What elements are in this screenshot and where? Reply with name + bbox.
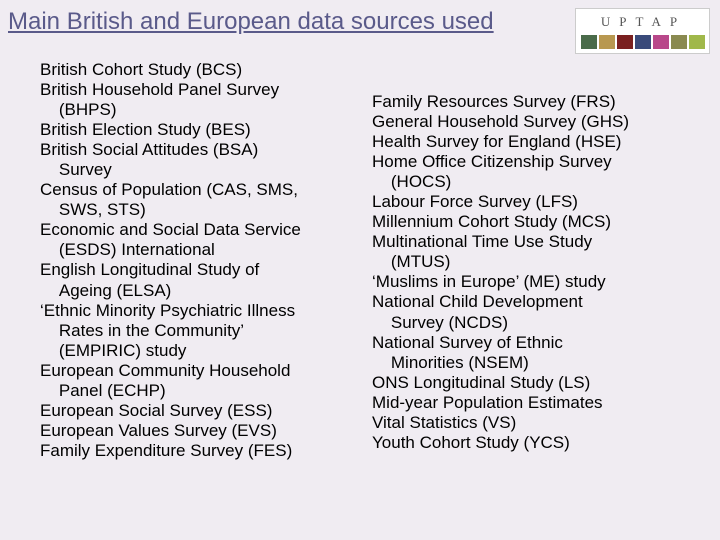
logo-text: UPTAP bbox=[580, 12, 705, 33]
logo-square bbox=[671, 35, 687, 49]
right-column: Family Resources Survey (FRS)General Hou… bbox=[372, 60, 700, 461]
list-item: Economic and Social Data Service bbox=[40, 220, 368, 240]
list-item: Vital Statistics (VS) bbox=[372, 413, 700, 433]
list-item: Panel (ECHP) bbox=[40, 381, 368, 401]
list-item: (EMPIRIC) study bbox=[40, 341, 368, 361]
logo-square bbox=[689, 35, 705, 49]
list-item: Rates in the Community’ bbox=[40, 321, 368, 341]
list-item: General Household Survey (GHS) bbox=[372, 112, 700, 132]
list-item: British Cohort Study (BCS) bbox=[40, 60, 368, 80]
list-item: Family Resources Survey (FRS) bbox=[372, 92, 700, 112]
list-item: Millennium Cohort Study (MCS) bbox=[372, 212, 700, 232]
list-item: ‘Ethnic Minority Psychiatric Illness bbox=[40, 301, 368, 321]
list-item: Survey bbox=[40, 160, 368, 180]
list-item: (ESDS) International bbox=[40, 240, 368, 260]
list-item: (HOCS) bbox=[372, 172, 700, 192]
list-item: Youth Cohort Study (YCS) bbox=[372, 433, 700, 453]
list-item: Multinational Time Use Study bbox=[372, 232, 700, 252]
uptap-logo: UPTAP bbox=[575, 8, 710, 54]
list-item: Labour Force Survey (LFS) bbox=[372, 192, 700, 212]
list-item: British Household Panel Survey bbox=[40, 80, 368, 100]
list-item: British Election Study (BES) bbox=[40, 120, 368, 140]
list-item: Family Expenditure Survey (FES) bbox=[40, 441, 368, 461]
list-item: Mid-year Population Estimates bbox=[372, 393, 700, 413]
logo-square bbox=[617, 35, 633, 49]
list-item: European Social Survey (ESS) bbox=[40, 401, 368, 421]
logo-square bbox=[599, 35, 615, 49]
list-item: Minorities (NSEM) bbox=[372, 353, 700, 373]
page-title: Main British and European data sources u… bbox=[8, 8, 494, 36]
logo-square bbox=[581, 35, 597, 49]
list-item: ONS Longitudinal Study (LS) bbox=[372, 373, 700, 393]
list-item: Ageing (ELSA) bbox=[40, 281, 368, 301]
content-area: British Cohort Study (BCS)British Househ… bbox=[0, 60, 720, 461]
left-column: British Cohort Study (BCS)British Househ… bbox=[40, 60, 372, 461]
list-item: National Child Development bbox=[372, 292, 700, 312]
list-item: Census of Population (CAS, SMS, bbox=[40, 180, 368, 200]
list-item: European Values Survey (EVS) bbox=[40, 421, 368, 441]
list-item: ‘Muslims in Europe’ (ME) study bbox=[372, 272, 700, 292]
list-item: English Longitudinal Study of bbox=[40, 260, 368, 280]
list-item: Health Survey for England (HSE) bbox=[372, 132, 700, 152]
list-item: SWS, STS) bbox=[40, 200, 368, 220]
logo-squares bbox=[580, 35, 705, 49]
logo-square bbox=[635, 35, 651, 49]
list-item: (BHPS) bbox=[40, 100, 368, 120]
list-item: National Survey of Ethnic bbox=[372, 333, 700, 353]
logo-square bbox=[653, 35, 669, 49]
list-item: (MTUS) bbox=[372, 252, 700, 272]
list-item: British Social Attitudes (BSA) bbox=[40, 140, 368, 160]
list-item: European Community Household bbox=[40, 361, 368, 381]
list-item: Survey (NCDS) bbox=[372, 313, 700, 333]
list-item: Home Office Citizenship Survey bbox=[372, 152, 700, 172]
